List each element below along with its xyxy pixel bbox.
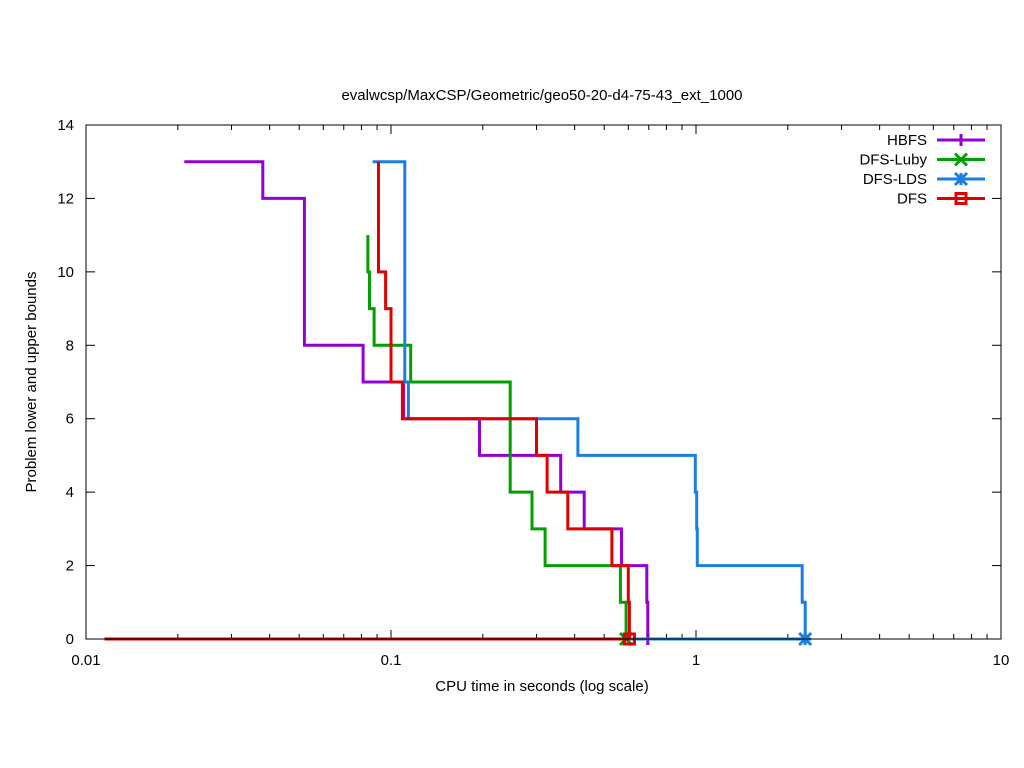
legend-marker-dfs-lds: [953, 171, 969, 187]
axis-ticks: [85, 124, 1002, 640]
x-tick-label: 10: [993, 652, 1010, 669]
x-tick-label: 1: [692, 652, 700, 669]
series-dfs-luby: [104, 235, 634, 647]
legend-label-hbfs: HBFS: [887, 132, 927, 149]
y-tick-label: 0: [66, 631, 74, 648]
y-tick-label: 8: [66, 337, 74, 354]
plot-frame: [85, 124, 1002, 640]
y-axis-label: Problem lower and upper bounds: [23, 272, 40, 493]
legend-marker-dfs-luby: [953, 152, 969, 167]
series-dfs-luby-upper-line: [366, 235, 628, 639]
legend-label-dfs-luby: DFS-Luby: [859, 152, 927, 169]
series-dfs-upper-line: [377, 161, 631, 639]
y-tick-label: 10: [57, 264, 74, 281]
x-tick-label: 0.1: [381, 652, 402, 669]
series-layer: [104, 160, 813, 647]
x-axis-label: CPU time in seconds (log scale): [435, 678, 648, 695]
y-tick-label: 6: [66, 411, 74, 428]
legend: HBFS DFS-Luby DFS-LDS DFS: [859, 132, 985, 208]
series-hbfs-upper-line: [184, 160, 650, 639]
series-dfs-lds: [104, 160, 813, 647]
y-tick-label: 4: [66, 484, 74, 501]
y-tick-label: 2: [66, 558, 74, 575]
series-dfs: [104, 161, 636, 646]
tick-labels: 0 2 4 6 8 10 12 14 0.01 0.1 1 10: [57, 117, 1009, 669]
series-dfs-lds-upper-line: [372, 160, 807, 639]
y-tick-label: 14: [57, 117, 74, 134]
y-tick-label: 12: [57, 190, 74, 207]
legend-label-dfs: DFS: [897, 191, 927, 208]
legend-label-dfs-lds: DFS-LDS: [863, 171, 927, 188]
x-tick-label: 0.01: [71, 652, 100, 669]
chart-title: evalwcsp/MaxCSP/Geometric/geo50-20-d4-75…: [341, 87, 742, 104]
legend-marker-hbfs: [955, 134, 967, 146]
legend-marker-dfs: [954, 192, 968, 205]
